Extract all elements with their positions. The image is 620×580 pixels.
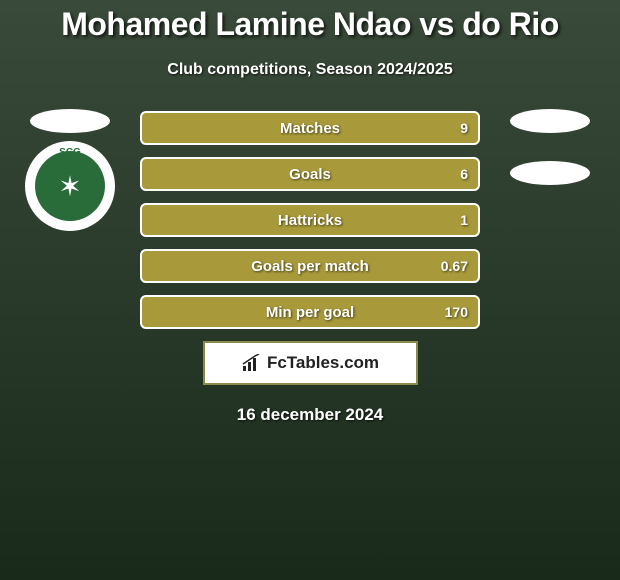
subtitle: Club competitions, Season 2024/2025 — [0, 61, 620, 79]
stat-bar-goals: Goals 6 — [140, 157, 480, 191]
player-ellipse-right-2 — [510, 161, 590, 185]
stat-bar-min-per-goal: Min per goal 170 — [140, 295, 480, 329]
date-label: 16 december 2024 — [0, 405, 620, 425]
stat-label: Matches — [280, 120, 340, 137]
stat-label: Goals — [289, 166, 331, 183]
page-title: Mohamed Lamine Ndao vs do Rio — [0, 0, 620, 43]
star-icon: ✶ — [58, 170, 81, 203]
stat-label: Goals per match — [251, 258, 369, 275]
chart-icon — [241, 354, 261, 372]
stat-value: 9 — [460, 120, 468, 136]
stat-bar-matches: Matches 9 — [140, 111, 480, 145]
logo-text: FcTables.com — [267, 353, 379, 373]
stat-bar-hattricks: Hattricks 1 — [140, 203, 480, 237]
site-logo-box[interactable]: FcTables.com — [203, 341, 418, 385]
club-badge-left: SCG ✶ — [25, 141, 115, 231]
player-ellipse-right-1 — [510, 109, 590, 133]
stat-label: Hattricks — [278, 212, 342, 229]
stat-value: 170 — [445, 304, 468, 320]
stats-bars: Matches 9 Goals 6 Hattricks 1 Goals per … — [140, 109, 480, 329]
right-player-column — [500, 109, 600, 185]
stat-value: 1 — [460, 212, 468, 228]
stat-value: 6 — [460, 166, 468, 182]
left-player-column: SCG ✶ — [20, 109, 120, 231]
stat-value: 0.67 — [441, 258, 468, 274]
player-ellipse-left — [30, 109, 110, 133]
stat-label: Min per goal — [266, 304, 354, 321]
comparison-content: SCG ✶ Matches 9 Goals 6 Hattricks 1 Goal… — [0, 109, 620, 329]
stat-bar-goals-per-match: Goals per match 0.67 — [140, 249, 480, 283]
badge-inner: ✶ — [35, 151, 105, 221]
